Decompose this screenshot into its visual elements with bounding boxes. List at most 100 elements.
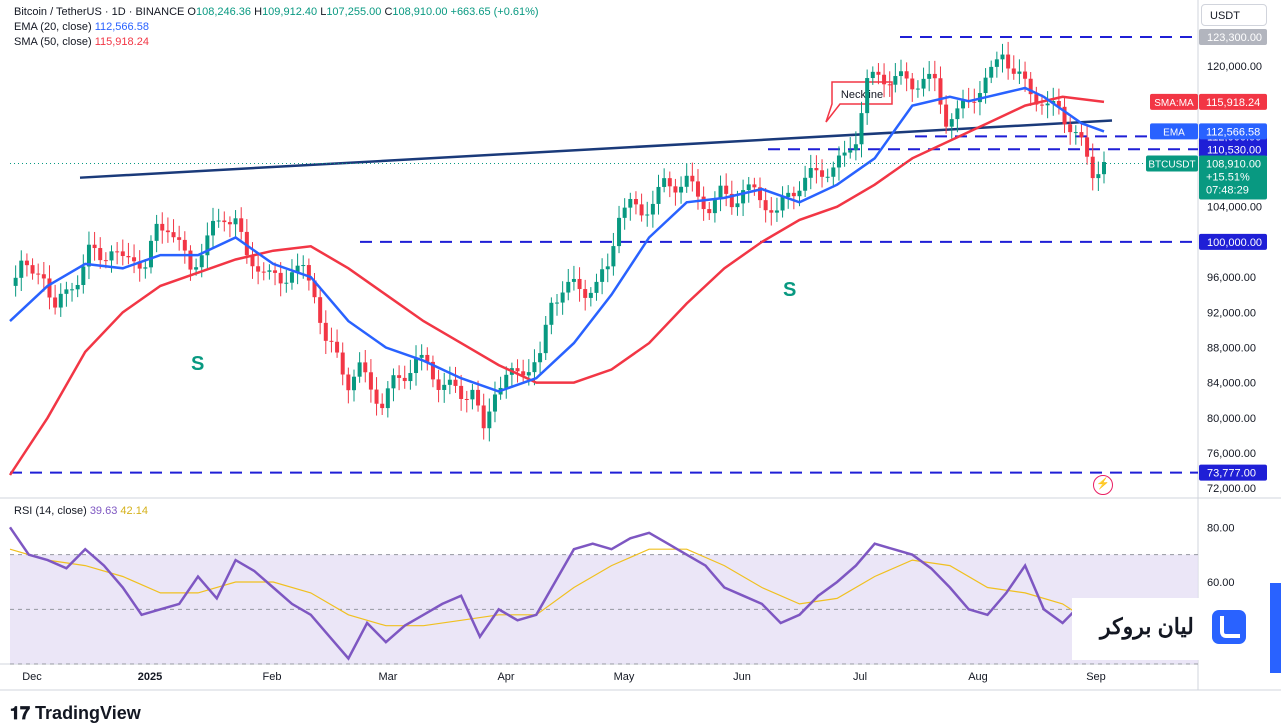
candle-body [436,379,441,390]
candle-body [746,184,751,191]
candle-body [622,207,627,218]
rsi-value: 39.63 [89,505,118,517]
candle-body [256,266,261,272]
candle-body [340,352,345,375]
watermark-text: لیان بروکر [1100,614,1194,639]
y-tick-label: 80,000.00 [1207,413,1256,425]
x-tick-label: Jun [733,671,751,683]
rsi-label[interactable]: RSI (14, close) [14,505,87,517]
candle-body [1039,104,1044,106]
candle-body [30,265,35,274]
s-left-label: S [191,353,204,375]
candle-body [58,293,63,308]
candle-body [989,66,994,78]
candle-body [594,281,599,293]
candle-body [577,278,582,290]
candle-body [814,168,819,171]
candle-body [684,175,689,187]
candle-body [261,271,266,273]
candle-body [442,384,447,390]
tv-mark-icon: 𝟏𝟕 [10,703,31,723]
symbol-title[interactable]: Bitcoin / TetherUS · 1D · BINANCE [14,6,185,18]
candle-body [521,371,526,376]
candle-body [600,269,605,282]
candle-body [36,273,41,275]
candle-body [216,220,221,222]
candle-body [1011,68,1016,74]
symbol-tag-label: BTCUSDT [1148,160,1195,171]
rsi-line [8,526,1106,661]
candle-body [865,78,870,114]
candle-body [949,119,954,127]
x-tick-label: Jul [853,671,867,683]
candle-body [566,281,571,293]
x-tick-label: May [614,671,635,683]
candle-body [414,357,419,374]
candle-body [803,177,808,191]
candle-body [98,248,103,261]
candle-body [639,204,644,216]
rsi-ma-line [9,548,1105,632]
neckline-callout [825,81,893,123]
candle-body [882,74,887,85]
candle-body [910,78,915,90]
candle-body [583,289,588,298]
candle-body [791,192,796,197]
candle-body [1073,132,1078,134]
candle-body [267,270,272,272]
sma-label[interactable]: SMA (50, close) [14,36,92,48]
ma-name-tag [1150,93,1198,110]
tradingview-text: TradingView [35,703,141,723]
candle-body [628,199,633,208]
candle-body [1017,71,1022,74]
candle-body [1102,162,1106,175]
candle-body [459,385,464,399]
neckline [79,119,1113,179]
candle-body [487,411,492,429]
candle-body [797,190,802,197]
candle-body [346,374,351,391]
currency-button[interactable]: USDT [1201,4,1267,26]
side-accent-bar [1270,583,1281,673]
candle-body [137,261,142,269]
y-tick-label: 84,000.00 [1207,378,1256,390]
level-tag [1199,28,1267,45]
candle-body [605,266,610,270]
candle-body [560,292,565,303]
candle-body [853,144,858,151]
candle-body [464,398,469,400]
candle-body [233,218,238,225]
level-tag-label: 110,530.00 [1207,144,1261,156]
candle-body [492,394,497,412]
x-tick-label: Sep [1086,671,1106,683]
candle-body [893,76,898,85]
ema-label[interactable]: EMA (20, close) [14,21,92,33]
candle-body [1034,94,1039,105]
candle-body [335,341,340,353]
candle-body [555,302,559,304]
candle-body [312,280,317,298]
y-tick-label: 92,000.00 [1207,307,1256,319]
candle-body [617,217,622,247]
lightning-icon[interactable]: ⚡ [1093,475,1113,495]
candle-body [758,187,763,201]
candle-body [994,59,999,67]
x-tick-label: Mar [379,671,398,683]
candle-body [735,203,740,208]
candle-body [701,196,706,210]
candle-body [820,170,825,177]
candle-body [1006,54,1011,69]
candle-body [385,388,390,409]
tradingview-logo[interactable]: 𝟏𝟕 TradingView [10,703,141,724]
candle-body [825,176,830,178]
candle-body [301,265,306,267]
candle-body [712,198,717,214]
last-price-tag-label: 07:48:29 [1206,185,1249,197]
candle-body [154,223,159,241]
candle-body [656,186,661,204]
candle-body [239,218,244,232]
ma-name-tag [1150,123,1198,140]
candle-body [1068,124,1073,133]
ma-value-tag [1199,93,1267,110]
